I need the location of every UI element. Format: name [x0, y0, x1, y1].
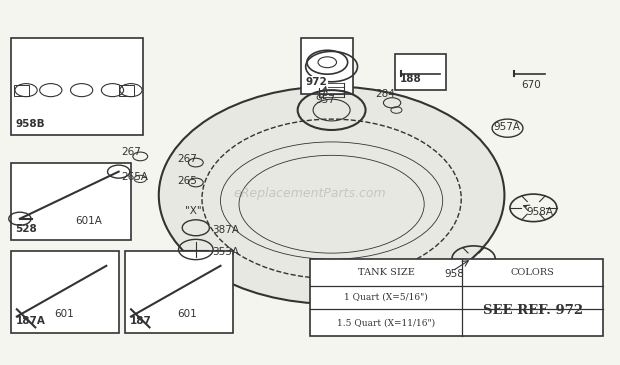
Text: 265A: 265A: [122, 172, 149, 182]
Text: 284: 284: [375, 89, 395, 99]
Text: 958: 958: [445, 269, 464, 279]
Bar: [11, 251, 118, 333]
Text: 187A: 187A: [16, 316, 45, 326]
Text: 670: 670: [521, 80, 541, 91]
Text: COLORS: COLORS: [511, 268, 555, 277]
Text: 972: 972: [306, 77, 327, 87]
Text: 188: 188: [400, 74, 422, 84]
Text: 528: 528: [16, 224, 37, 234]
Text: 265: 265: [177, 176, 197, 187]
Bar: [301, 38, 353, 94]
Text: 601: 601: [54, 309, 74, 319]
Ellipse shape: [159, 87, 505, 304]
Text: 957: 957: [315, 95, 335, 105]
Text: 267: 267: [122, 147, 141, 157]
Text: SEE REF. 972: SEE REF. 972: [483, 304, 583, 317]
Bar: [310, 258, 603, 337]
Bar: [11, 162, 131, 241]
Text: 958A: 958A: [526, 207, 553, 217]
Text: eReplacementParts.com: eReplacementParts.com: [234, 187, 386, 200]
Text: 958B: 958B: [16, 119, 45, 129]
Text: "X": "X": [185, 207, 202, 216]
Text: 601A: 601A: [76, 216, 102, 226]
Text: 353A: 353A: [213, 247, 239, 257]
Bar: [395, 54, 446, 90]
Bar: [14, 85, 29, 96]
Text: 601: 601: [177, 309, 197, 319]
Bar: [118, 85, 134, 96]
Text: TANK SIZE: TANK SIZE: [358, 268, 415, 277]
Text: 957A: 957A: [494, 122, 520, 132]
Text: 387A: 387A: [213, 225, 239, 235]
Text: 187: 187: [130, 316, 152, 326]
Bar: [11, 38, 143, 135]
Text: 267: 267: [177, 154, 197, 164]
Text: 1 Quart (X=5/16"): 1 Quart (X=5/16"): [344, 292, 428, 301]
Text: 1.5 Quart (X=11/16"): 1.5 Quart (X=11/16"): [337, 318, 435, 327]
Bar: [125, 251, 233, 333]
